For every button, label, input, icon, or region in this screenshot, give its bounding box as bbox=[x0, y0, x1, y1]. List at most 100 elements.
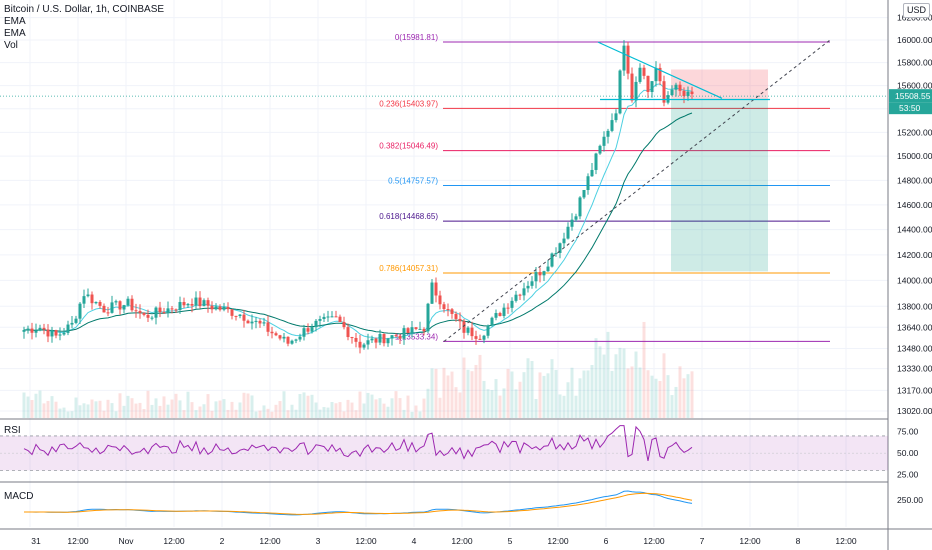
volume-bar bbox=[478, 354, 482, 418]
fib-label: 0(15981.81) bbox=[395, 33, 438, 42]
rsi-label[interactable]: RSI bbox=[4, 425, 21, 436]
trend-drawings[interactable] bbox=[0, 39, 888, 342]
volume-bar bbox=[582, 370, 586, 418]
volume-bar bbox=[138, 402, 142, 418]
candle-body bbox=[570, 219, 574, 227]
take-profit-zone bbox=[671, 99, 768, 272]
candle-body bbox=[530, 281, 534, 286]
candle-body bbox=[650, 81, 654, 93]
volume-bar bbox=[190, 402, 194, 418]
volume-bar bbox=[186, 391, 190, 418]
candle-body bbox=[366, 340, 370, 345]
candle-body bbox=[558, 243, 562, 253]
chart-axes[interactable]: 13020.00 13170.00 13330.00 13480.00 13640.00… bbox=[31, 13, 932, 546]
volume-bar bbox=[102, 410, 106, 418]
rsi-pane[interactable] bbox=[0, 425, 888, 471]
candle-body bbox=[218, 306, 222, 310]
ema-legend-2[interactable]: EMA bbox=[4, 28, 26, 39]
candle-body bbox=[458, 318, 462, 322]
candle-body bbox=[398, 335, 402, 339]
candle-body bbox=[446, 309, 450, 311]
volume-legend[interactable]: Vol bbox=[4, 40, 18, 51]
volume-bar bbox=[350, 402, 354, 418]
candle-body bbox=[302, 328, 306, 337]
volume-bar bbox=[454, 387, 458, 418]
candle-body bbox=[62, 332, 66, 335]
macd-signal-line bbox=[24, 492, 693, 515]
volume-bar bbox=[238, 402, 242, 418]
candle-body bbox=[206, 300, 210, 306]
volume-bar bbox=[110, 403, 114, 418]
volume-bar bbox=[430, 368, 434, 418]
volume-bar bbox=[586, 370, 590, 418]
candle-body bbox=[134, 310, 138, 312]
time-tick-label: 12:00 bbox=[355, 536, 377, 546]
volume-bar bbox=[546, 373, 550, 418]
volume-bar bbox=[50, 396, 54, 418]
symbol-title[interactable]: Bitcoin / U.S. Dollar, 1h, COINBASE bbox=[4, 4, 165, 15]
candle-body bbox=[526, 285, 530, 289]
rsi-tick-label: 50.00 bbox=[897, 448, 919, 458]
candle-body bbox=[214, 306, 218, 310]
volume-bar bbox=[374, 399, 378, 418]
candle-body bbox=[554, 252, 558, 254]
candle-body bbox=[186, 303, 190, 306]
candle-body bbox=[182, 302, 186, 306]
ema-legend-1[interactable]: EMA bbox=[4, 16, 26, 27]
macd-label[interactable]: MACD bbox=[4, 491, 34, 502]
candle-body bbox=[514, 294, 518, 301]
volume-bar bbox=[298, 394, 302, 418]
macd-pane[interactable] bbox=[24, 490, 693, 516]
volume-bar bbox=[338, 402, 342, 418]
volume-bar bbox=[602, 354, 606, 418]
currency-badge[interactable]: USD bbox=[903, 3, 930, 18]
volume-bar bbox=[278, 401, 282, 418]
volume-bar bbox=[34, 393, 38, 418]
candle-body bbox=[422, 328, 426, 332]
volume-bar bbox=[178, 400, 182, 418]
volume-bar bbox=[646, 370, 650, 418]
candle-body bbox=[130, 298, 134, 311]
candle-body bbox=[594, 153, 598, 170]
fib-label: 1(13533.34) bbox=[395, 332, 438, 341]
volume-bar bbox=[558, 394, 562, 418]
volume-bar bbox=[630, 366, 634, 418]
volume-bar bbox=[566, 382, 570, 418]
volume-bar bbox=[322, 407, 326, 418]
candle-body bbox=[306, 328, 310, 332]
volume-bar bbox=[394, 391, 398, 418]
volume-bar bbox=[346, 399, 350, 418]
volume-bar bbox=[562, 395, 566, 418]
volume-bar bbox=[26, 396, 30, 418]
price-tick-label: 14200.00 bbox=[897, 250, 932, 260]
volume-bar bbox=[22, 392, 26, 418]
volume-bar bbox=[462, 357, 466, 418]
volume-bar bbox=[214, 401, 218, 418]
candle-body bbox=[590, 169, 594, 177]
short-position-tool[interactable] bbox=[671, 69, 768, 272]
time-tick-label: 12:00 bbox=[451, 536, 473, 546]
candle-body bbox=[42, 327, 46, 330]
candle-body bbox=[410, 327, 414, 334]
candle-body bbox=[426, 303, 430, 332]
candle-body bbox=[162, 312, 166, 314]
volume-bar bbox=[310, 394, 314, 418]
candle-body bbox=[114, 301, 118, 303]
ema-fast-line bbox=[23, 83, 693, 340]
candle-body bbox=[74, 318, 78, 323]
volume-bar bbox=[570, 367, 574, 418]
volume-bar bbox=[438, 397, 442, 418]
candle-body bbox=[226, 306, 230, 310]
candle-body bbox=[346, 327, 350, 338]
candle-body bbox=[466, 327, 470, 333]
volume-bar bbox=[222, 399, 226, 418]
candle-body bbox=[582, 190, 586, 198]
volume-bar bbox=[358, 391, 362, 418]
candle-body bbox=[198, 297, 202, 307]
candle-body bbox=[630, 73, 634, 101]
candle-body bbox=[370, 338, 374, 341]
volume-bar bbox=[382, 403, 386, 418]
volume-bar bbox=[386, 406, 390, 418]
fibonacci-retracement[interactable]: 0(15981.81) 0.236(15403.97) 0.382(15046.49… bbox=[379, 33, 830, 342]
